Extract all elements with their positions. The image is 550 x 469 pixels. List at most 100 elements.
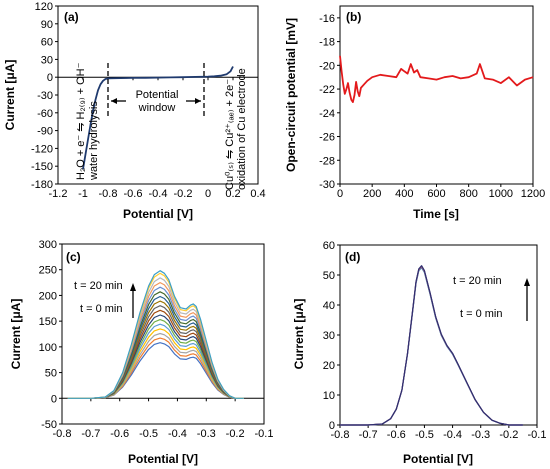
panel-a-xlabel: Potential [V] xyxy=(123,207,193,221)
panel-c-frame xyxy=(61,243,265,425)
y-tick-label: 60 xyxy=(41,37,53,49)
panel-c-label: (c) xyxy=(66,250,81,264)
x-tick-label: 600 xyxy=(427,188,445,200)
x-tick-label: -0.2 xyxy=(226,428,245,440)
y-tick-label: 50 xyxy=(323,270,335,282)
panel-c-xlabel: Potential [V] xyxy=(128,452,198,466)
y-tick-label: 0 xyxy=(51,393,57,405)
window-arrowhead-left xyxy=(111,98,117,104)
panel-c-ylabel: Current [μA] xyxy=(9,299,23,370)
series-line xyxy=(67,342,244,399)
water-text: water hydrolysis xyxy=(88,101,100,181)
y-tick-label: -30 xyxy=(319,179,335,191)
x-tick-label: -0.6 xyxy=(387,429,406,441)
y-tick-label: 30 xyxy=(323,330,335,342)
x-tick-label: -0.3 xyxy=(471,429,490,441)
y-tick-label: -50 xyxy=(41,419,57,431)
cu-text: oxidation of Cu electrode xyxy=(236,68,248,190)
x-tick-label: -1.2 xyxy=(49,188,68,200)
series-line xyxy=(67,319,244,399)
x-tick-label: 400 xyxy=(395,188,413,200)
panel-c-legend-bottom: t = 0 min xyxy=(80,303,123,315)
x-tick-label: -0.4 xyxy=(149,188,168,200)
x-tick-label: -0.5 xyxy=(139,428,158,440)
y-tick-label: -22 xyxy=(319,84,335,96)
y-tick-label: 60 xyxy=(323,240,335,252)
series-line xyxy=(67,300,244,399)
panel-b-yticks: -30 -28 -26 -24 -22 -20 -18 -16 xyxy=(319,13,340,191)
panel-b-series xyxy=(339,55,534,103)
x-tick-label: -0.7 xyxy=(81,428,100,440)
x-tick-label: 0.4 xyxy=(250,188,265,200)
panel-b-ylabel: Open-circuit potential [mV] xyxy=(284,18,298,172)
y-tick-label: -24 xyxy=(319,108,335,120)
panel-d-xlabel: Potential [V] xyxy=(403,452,473,466)
x-tick-label: -0.1 xyxy=(255,428,274,440)
panel-d: (d) Potential [V] Current [μA] -0.8 -0.7-… xyxy=(292,240,546,466)
panel-a-ylabel: Current [μA] xyxy=(3,60,17,131)
x-tick-label: -0.6 xyxy=(110,428,129,440)
y-tick-label: -180 xyxy=(31,179,53,191)
y-tick-label: -60 xyxy=(37,108,53,120)
panel-d-arrowhead xyxy=(524,278,530,286)
y-tick-label: -18 xyxy=(319,37,335,49)
y-tick-label: -150 xyxy=(31,161,53,173)
window-label-2: window xyxy=(138,102,176,114)
y-tick-label: 20 xyxy=(323,360,335,372)
panel-d-frame xyxy=(339,244,538,426)
series-line xyxy=(82,66,234,170)
y-tick-label: 250 xyxy=(39,265,57,277)
series-line xyxy=(67,309,244,399)
cu-equation: Cu⁰₍ₛ₎ ⇋ Cu²⁺₍ₐₑ₎ + 2e⁻ xyxy=(224,79,236,190)
panel-d-legend-bottom: t = 0 min xyxy=(460,308,503,320)
series-line xyxy=(339,55,534,103)
panel-a-series xyxy=(82,66,234,170)
y-tick-label: 120 xyxy=(35,1,53,13)
y-tick-label: 90 xyxy=(41,19,53,31)
x-tick-label: -0.8 xyxy=(331,429,350,441)
panel-a: (a) Potential [V] Current [μA] -1.2 -1 -0.… xyxy=(3,1,266,221)
panel-c-series xyxy=(67,270,244,399)
panel-d-xticks: -0.8 -0.7 -0.6 -0.5 -0.4 -0.3 -0.2 -0.1 xyxy=(331,425,546,441)
y-tick-label: -28 xyxy=(319,155,335,167)
panel-a-label: (a) xyxy=(64,10,79,24)
panel-c-xticks: -0.8 -0.7 -0.6 -0.5 -0.4 -0.3 -0.2 -0.1 xyxy=(53,397,274,440)
y-tick-label: 100 xyxy=(39,342,57,354)
series-line xyxy=(340,265,523,426)
panel-c-arrowhead xyxy=(130,283,136,291)
x-tick-label: 800 xyxy=(459,188,477,200)
water-equation: H₂O + e⁻ ⇋ H₂₍₉₎ + OH⁻ xyxy=(75,62,87,180)
series-line xyxy=(67,332,244,399)
y-tick-label: -20 xyxy=(319,60,335,72)
panel-d-label: (d) xyxy=(345,250,360,264)
panel-b: (b) Time [s] Open-circuit potential [mV]… xyxy=(284,5,545,221)
panel-d-ylabel: Current [μA] xyxy=(292,299,306,370)
x-tick-label: -0.5 xyxy=(415,429,434,441)
series-line xyxy=(67,270,244,399)
x-tick-label: -0.4 xyxy=(443,429,462,441)
panel-c-yticks: -50 0 50 100 150 200 250 300 xyxy=(39,239,62,431)
x-tick-label: -1 xyxy=(78,188,88,200)
panel-d-legend-top: t = 20 min xyxy=(453,275,502,287)
x-tick-label: -0.2 xyxy=(499,429,518,441)
panel-d-yticks: 0 10 20 30 40 50 60 xyxy=(323,240,340,432)
panel-b-label: (b) xyxy=(346,10,361,24)
x-tick-label: 200 xyxy=(363,188,381,200)
series-line xyxy=(340,267,523,426)
panel-c-legend-top: t = 20 min xyxy=(74,280,123,292)
y-tick-label: -120 xyxy=(31,143,53,155)
y-tick-label: 200 xyxy=(39,290,57,302)
x-tick-label: 1000 xyxy=(489,188,513,200)
y-tick-label: 40 xyxy=(323,300,335,312)
panel-c: (c) Potential [V] Current [μA] -0.8 -0.7-… xyxy=(9,239,273,466)
series-line xyxy=(67,277,244,399)
y-tick-label: 50 xyxy=(45,368,57,380)
y-tick-label: -26 xyxy=(319,132,335,144)
y-tick-label: 300 xyxy=(39,239,57,251)
series-line xyxy=(67,282,244,399)
x-tick-label: -0.8 xyxy=(99,188,118,200)
series-line xyxy=(340,266,523,426)
y-tick-label: -16 xyxy=(319,13,335,25)
y-tick-label: 0 xyxy=(47,72,53,84)
